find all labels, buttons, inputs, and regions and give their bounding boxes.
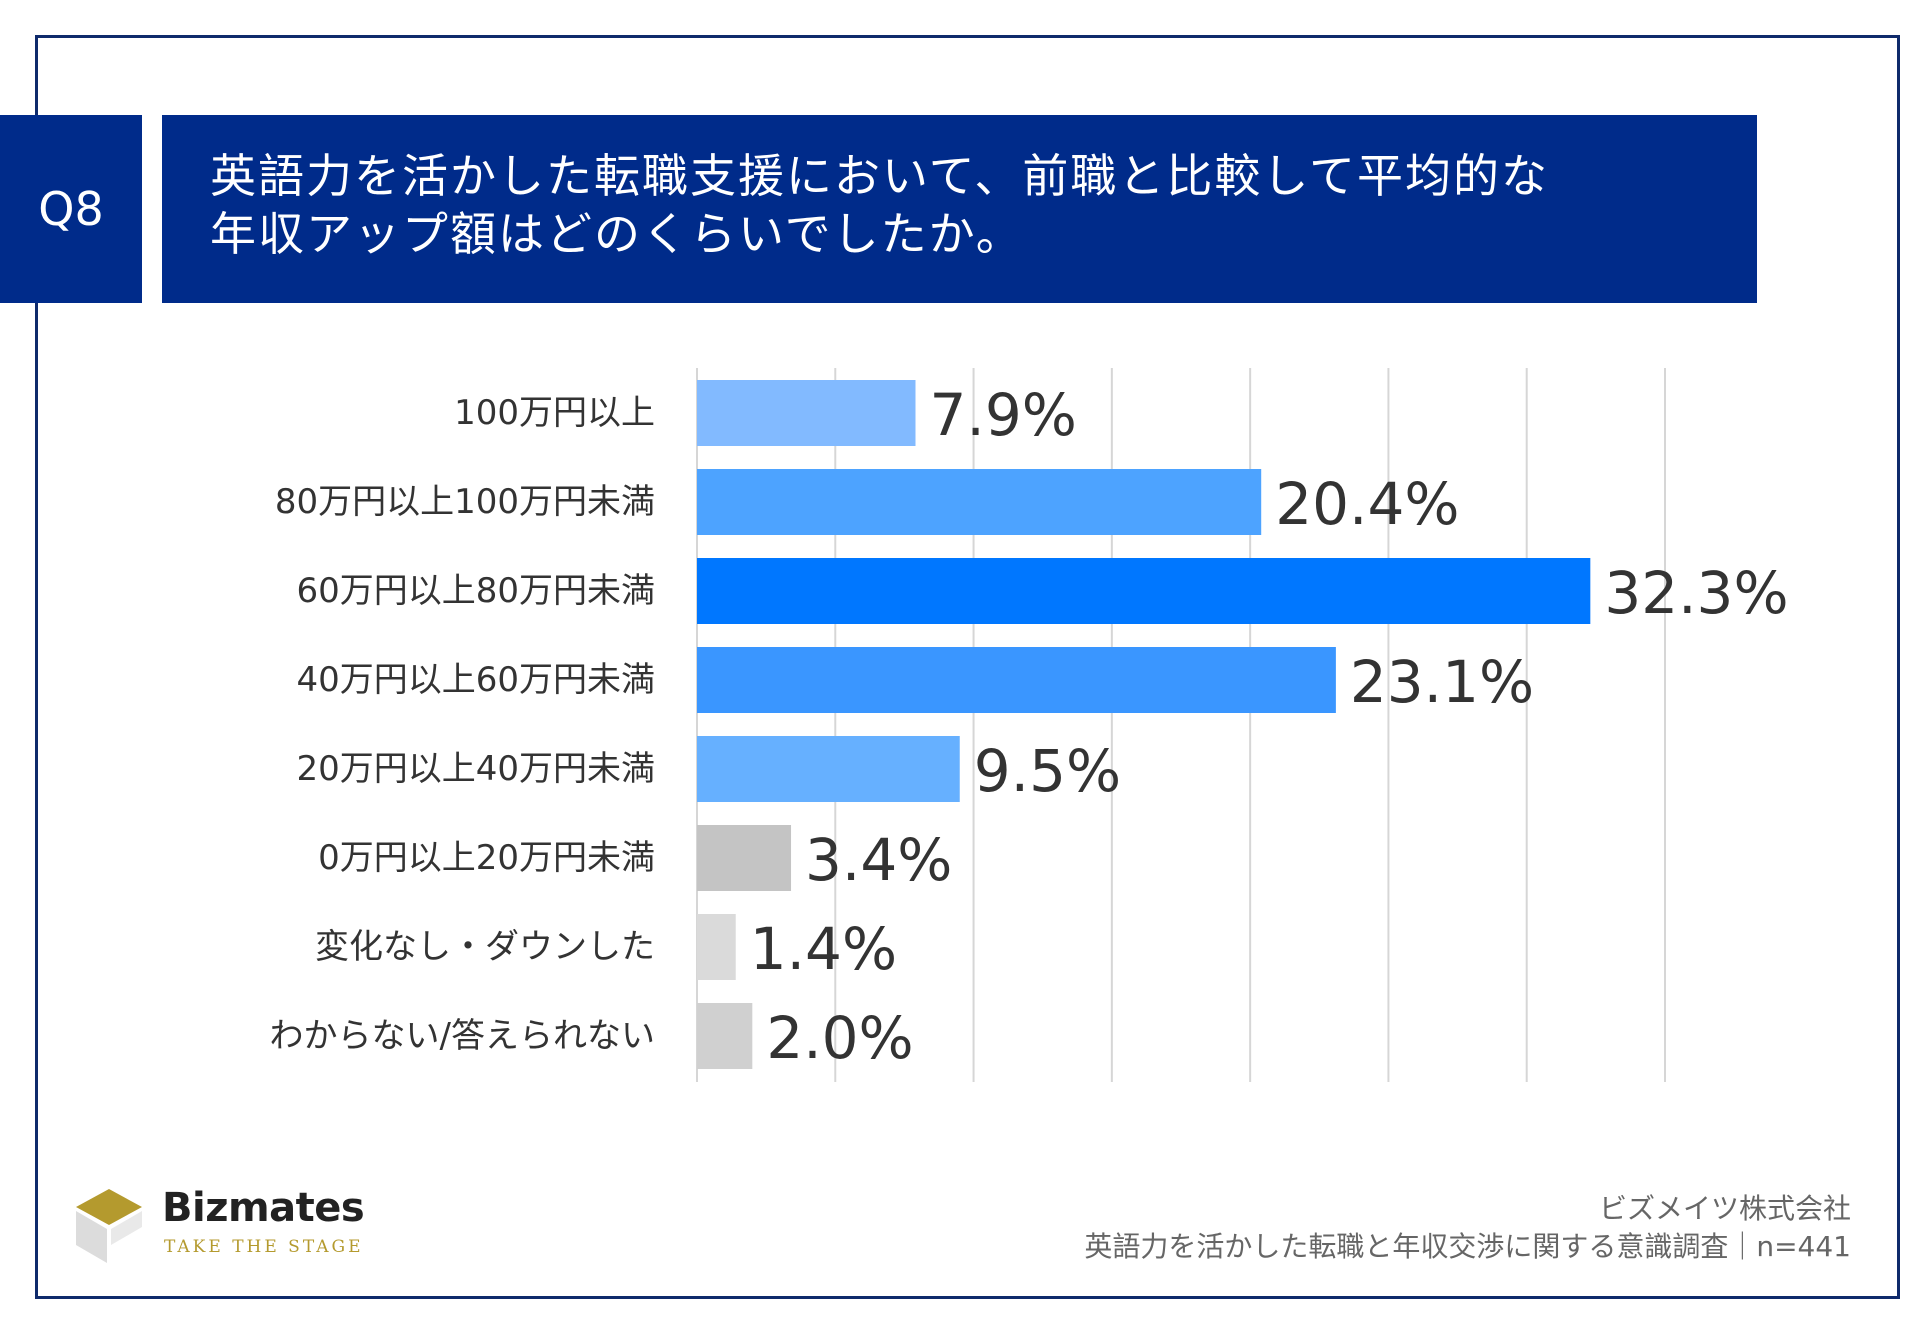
category-label: 変化なし・ダウンした [315,927,655,967]
bar [697,1003,753,1069]
value-label: 9.5% [974,737,1121,805]
bizmates-logo: Bizmates TAKE THE STAGE [74,1185,374,1265]
question-banner: 英語力を活かした転職支援において、前職と比較して平均的な 年収アップ額はどのくら… [162,115,1757,303]
value-label: 32.3% [1604,559,1788,627]
category-label: 80万円以上100万円未満 [275,482,655,522]
bar [697,558,1591,624]
value-label: 7.9% [929,381,1076,449]
question-number-badge: Q8 [0,115,142,303]
bar [697,736,960,802]
logo-name: Bizmates [162,1185,365,1231]
value-label: 20.4% [1275,470,1459,538]
category-label: 20万円以上40万円未満 [296,749,655,789]
source-note: ビズメイツ株式会社 英語力を活かした転職と年収交渉に関する意識調査｜n=441 [1084,1190,1851,1266]
logo-cube-icon [76,1189,142,1263]
question-text-line-1: 英語力を活かした転職支援において、前職と比較して平均的な [210,149,1549,203]
value-label: 3.4% [805,826,952,894]
category-label: 40万円以上60万円未満 [296,660,655,700]
logo-tagline: TAKE THE STAGE [164,1237,364,1257]
value-label: 1.4% [750,915,897,983]
source-survey: 英語力を活かした転職と年収交渉に関する意識調査｜n=441 [1084,1230,1851,1263]
value-label: 23.1% [1350,648,1534,716]
bars [697,380,1591,1069]
value-label: 2.0% [766,1004,913,1072]
category-label: わからない/答えられない [270,1016,655,1056]
bar [697,380,916,446]
bar [697,469,1262,535]
source-company: ビズメイツ株式会社 [1598,1192,1851,1225]
category-label: 60万円以上80万円未満 [296,571,655,611]
slide-frame [35,35,1900,1299]
bar [697,914,736,980]
category-label: 0万円以上20万円未満 [318,838,655,878]
labels: 100万円以上 7.9% 80万円以上100万円未満 20.4% 60万円以上80万円未… [270,381,1789,1072]
bar [697,647,1336,713]
question-text-line-2: 年収アップ額はどのくらいでしたか。 [210,207,1024,261]
category-label: 100万円以上 [454,393,655,433]
bar [697,825,792,891]
